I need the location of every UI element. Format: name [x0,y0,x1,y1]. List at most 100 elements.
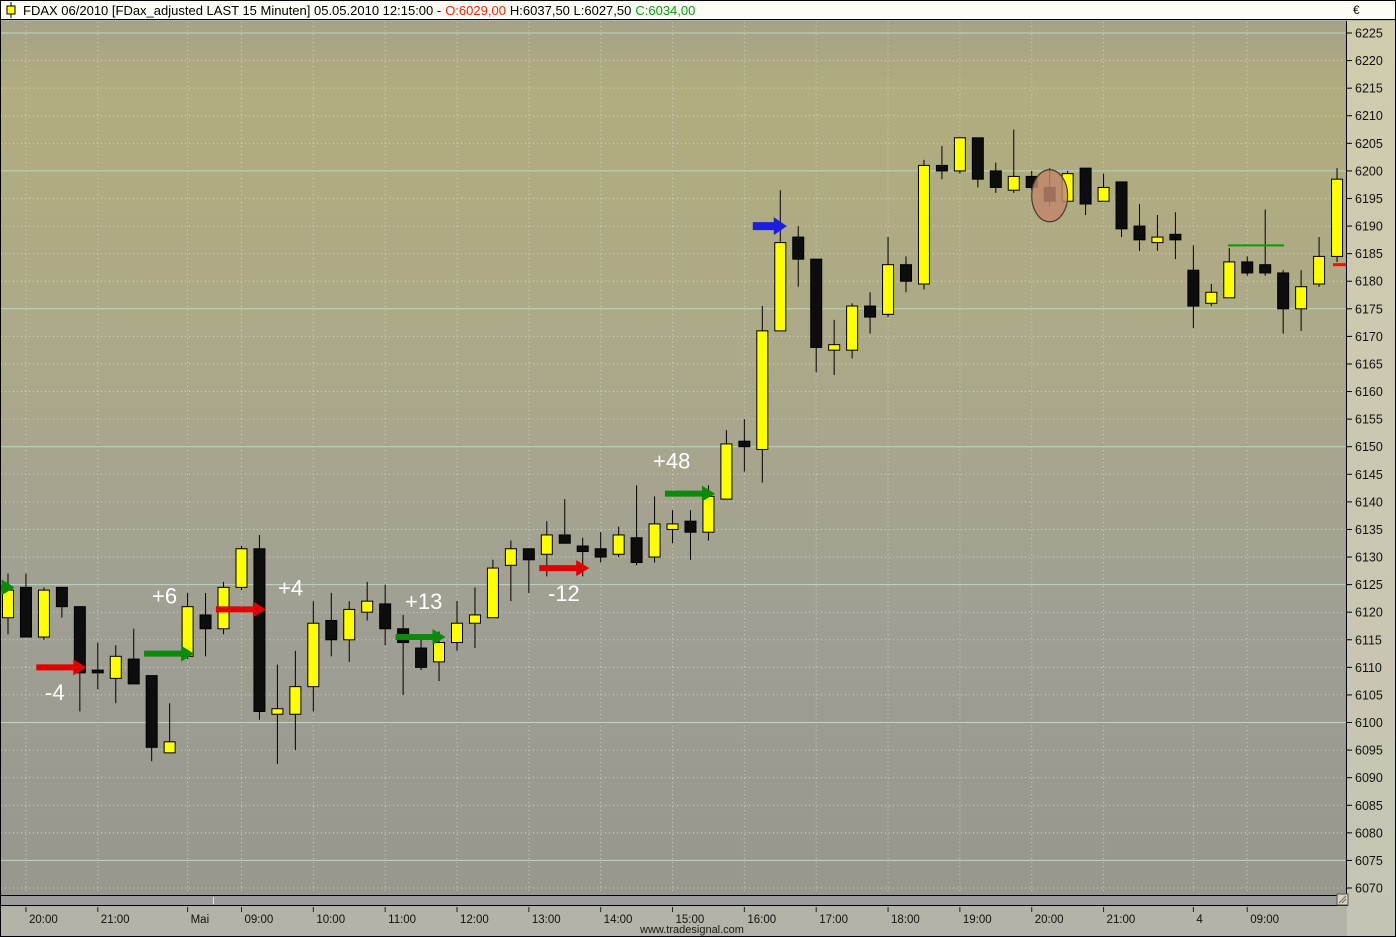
candle [1097,173,1110,202]
candle [953,137,966,174]
candle [1187,245,1200,329]
candle [900,256,912,293]
candle [37,587,50,640]
candle [792,226,805,287]
price-axis-label: 6215 [1355,82,1383,96]
candle [1259,209,1272,276]
time-axis-label: 4 [1196,914,1203,926]
scrollbar-track[interactable] [1,896,1337,905]
candle [630,485,643,566]
trade-arrow-red [215,601,266,618]
price-axis-label: 6125 [1355,578,1383,592]
time-axis-label: 20:00 [1035,914,1064,926]
candle [1277,270,1290,334]
candle [199,592,212,657]
candle [504,540,517,602]
trade-arrow-red [539,560,590,577]
candle [343,601,356,662]
time-axis-background [0,906,1347,937]
candle [271,664,284,764]
resize-grip-icon[interactable] [1336,893,1349,906]
highlight-ellipse [1031,169,1069,223]
pnl-label: -4 [45,680,65,705]
candle [1241,256,1254,276]
candle [810,258,823,373]
chart-titlebar: FDAX 06/2010 [FDax_adjusted LAST 15 Minu… [1,1,1395,20]
price-axis-label: 6070 [1355,882,1383,896]
candle [666,510,679,544]
candle [307,601,320,712]
price-axis-label: 6160 [1355,385,1383,399]
pnl-label: -12 [548,581,580,606]
candle [917,159,930,290]
candle [1205,283,1218,307]
pnl-label: +48 [653,449,690,474]
watermark: www.tradesignal.com [639,924,744,936]
price-axis-label: 6150 [1355,440,1383,454]
price-axis-label: 6165 [1355,357,1383,371]
candle [325,592,338,657]
candle [73,606,86,712]
trade-arrow-green [144,645,195,662]
candle [19,573,32,638]
candle [882,237,895,318]
time-axis-label: 15:00 [676,914,705,926]
high-low-values: H:6037,50 L:6027,50 [509,2,632,18]
candle [468,587,481,649]
time-axis-label: Mai [191,914,210,926]
time-axis-label: 09:00 [1250,914,1279,926]
time-axis-label: 18:00 [891,914,920,926]
price-axis-label: 6130 [1355,551,1383,565]
candle [828,319,841,375]
trade-arrow-green [664,485,715,502]
price-axis-label: 6095 [1355,744,1383,758]
price-axis-label: 6120 [1355,606,1383,620]
candle [1313,237,1326,287]
time-axis-label: 13:00 [532,914,561,926]
candle [1223,248,1236,299]
close-value: C:6034,00 [635,2,696,18]
candle [1133,204,1146,251]
pnl-label: +6 [152,584,177,609]
candle [486,559,499,619]
price-axis-label: 6200 [1355,164,1383,178]
price-axis-label: 6110 [1355,661,1382,675]
time-axis-label: 17:00 [819,914,848,926]
candle [558,499,571,544]
price-axis-label: 6145 [1355,468,1383,482]
price-axis-label: 6185 [1355,247,1383,261]
time-axis-label: 16:00 [747,914,776,926]
price-axis-background [1347,21,1395,937]
price-axis-label: 6210 [1355,109,1383,123]
candle [415,637,428,671]
time-axis-label: 21:00 [1107,914,1136,926]
candle [1079,167,1092,216]
candle [774,190,787,332]
time-axis-label: 11:00 [388,914,416,926]
trade-annotations: -4 +6 +4 +13 -12 +48 [0,169,1346,705]
time-axis-label: 12:00 [460,914,489,926]
trade-arrow-green [395,629,446,646]
trade-arrow-blue [752,217,787,236]
candlesticks [2,129,1344,764]
price-axis-label: 6090 [1355,771,1383,785]
gridlines [1,22,1345,894]
price-axis-label: 6100 [1355,716,1383,730]
candle [612,526,625,558]
candle [1115,181,1128,238]
price-axis-label: 6075 [1355,854,1383,868]
candle [935,146,948,180]
candle [127,628,140,685]
time-axis-label: 14:00 [604,914,633,926]
candle [522,548,535,593]
time-axis-label: 21:00 [101,914,130,926]
candle [145,675,158,762]
pnl-label: +13 [405,589,442,614]
time-axis-label: 19:00 [963,914,992,926]
candle [253,534,266,720]
price-axis-label: 6205 [1355,137,1383,151]
chart-title: FDAX 06/2010 [FDax_adjusted LAST 15 Minu… [23,2,442,18]
candle [594,532,607,563]
time-axis-label: 20:00 [29,914,58,926]
